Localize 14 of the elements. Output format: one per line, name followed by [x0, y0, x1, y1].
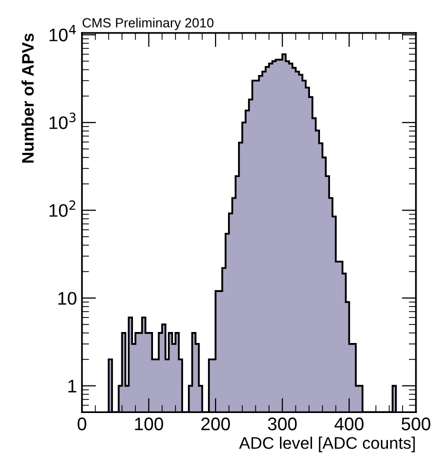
- y-axis-title: Number of APVs: [22, 34, 34, 163]
- x-axis-title: ADC level [ADC counts]: [239, 436, 415, 452]
- x-tick-label: 200: [201, 418, 230, 430]
- chart-title: CMS Preliminary 2010: [82, 18, 214, 30]
- y-tick-label: 10$^{2}$: [50, 200, 76, 217]
- x-tick-label: 0: [78, 418, 86, 430]
- x-tick-label: 400: [334, 418, 364, 430]
- y-tick-label: 10$^{3}$: [50, 112, 76, 130]
- x-tick-label: 100: [135, 418, 164, 430]
- x-tick-label: 500: [402, 418, 430, 430]
- y-tick-label: 10: [58, 292, 76, 305]
- y-tick-label: 10$^{4}$: [50, 25, 76, 42]
- x-tick-label: 300: [268, 418, 297, 430]
- y-tick-label: 1: [68, 380, 76, 392]
